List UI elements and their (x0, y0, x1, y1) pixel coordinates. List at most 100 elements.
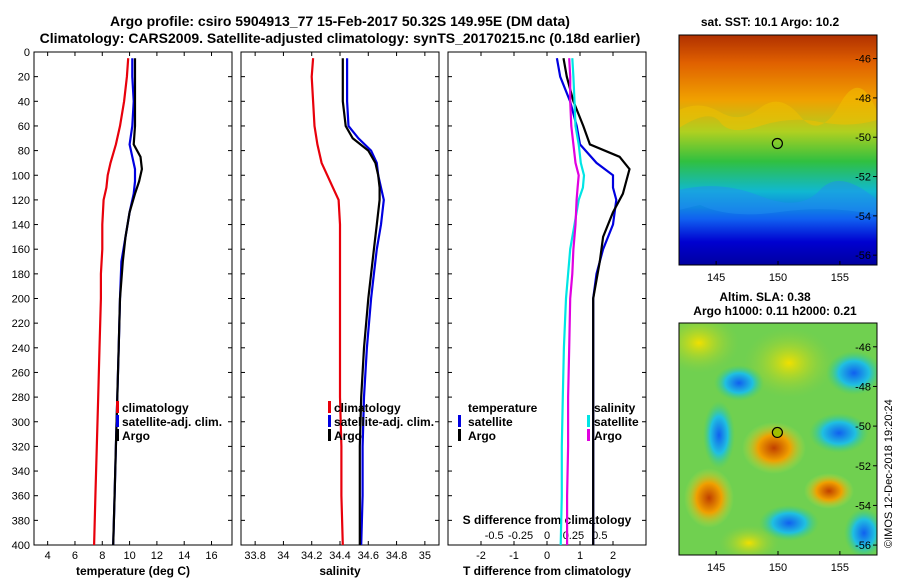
depth-tick-label: 380 (12, 515, 30, 527)
x-tick-label: 34 (277, 550, 289, 562)
map-y-tick-label: -50 (855, 132, 871, 144)
sla-argo-location-marker (771, 426, 783, 439)
temperature-line-argo (112, 58, 144, 546)
figure-title-line-1: Argo profile: csiro 5904913_77 15-Feb-20… (110, 13, 570, 29)
legend-s-satellite: satellite (594, 415, 639, 429)
salinity-x-label: salinity (319, 564, 361, 578)
depth-tick-label: 400 (12, 540, 30, 552)
x-tick-label: 2 (610, 550, 616, 562)
depth-tick-label: 20 (18, 72, 30, 84)
temperature-line-satellite-adj-clim- (112, 58, 137, 546)
depth-tick-label: 100 (12, 170, 30, 182)
depth-tick-label: 340 (12, 466, 30, 478)
depth-tick-label: 360 (12, 491, 30, 503)
legend-swatch-s-argo (587, 429, 590, 441)
sla-map-x-axis: 145 150 155 (707, 551, 849, 574)
legend-swatch-t-satellite (458, 415, 461, 427)
depth-tick-label: 120 (12, 195, 30, 207)
temperature-legend: climatology satellite-adj. clim. Argo (116, 401, 222, 443)
legend-argo: Argo (122, 429, 150, 443)
depth-tick-label: 200 (12, 294, 30, 306)
sla-blob (759, 505, 819, 541)
sla-map (678, 322, 878, 556)
difference-legend-left: temperature satellite Argo (458, 401, 538, 443)
difference-x-axis: -2 -1 0 1 2 (476, 52, 616, 562)
map-y-tick-label: -50 (855, 421, 871, 433)
x-tick-label: 0 (544, 530, 550, 542)
sst-map-x-axis: 145 150 155 (707, 261, 849, 284)
sla-blob (719, 525, 779, 555)
x-tick-label: 10 (123, 550, 135, 562)
x-tick-label: -0.5 (485, 530, 504, 542)
sla-blob (684, 468, 734, 528)
legend-climatology: climatology (334, 401, 401, 415)
salinity-difference-x-axis: -0.5 -0.25 0 0.25 0.5 (485, 530, 608, 542)
depth-tick-label: 320 (12, 441, 30, 453)
sla-map-title-line-2: Argo h1000: 0.11 h2000: 0.21 (693, 304, 857, 318)
sla-blob (703, 401, 735, 469)
map-y-tick-label: -46 (855, 342, 871, 354)
temperature-x-axis: 4 6 8 10 12 14 16 (45, 52, 218, 562)
sla-map-y-axis: -46 -48 -50 -52 -54 -56 (855, 342, 877, 552)
x-tick-label: 0 (544, 550, 550, 562)
map-y-tick-label: -54 (855, 500, 871, 512)
x-tick-label: -2 (476, 550, 486, 562)
salinity-line-argo (341, 58, 381, 545)
salinity-x-axis: 33.8 34 34.2 34.4 34.6 34.8 35 (244, 52, 431, 562)
depth-tick-label: 60 (18, 121, 30, 133)
x-tick-label: 1 (577, 550, 583, 562)
sst-map-field (679, 35, 877, 265)
depth-tick-label: 160 (12, 244, 30, 256)
depth-axis: 0 20 40 60 80 100 120 140 160 180 200 220 240 260 280 3… (12, 47, 646, 552)
depth-tick-label: 140 (12, 220, 30, 232)
x-tick-label: -1 (509, 550, 519, 562)
map-y-tick-label: -52 (855, 172, 871, 184)
depth-tick-label: 220 (12, 318, 30, 330)
depth-tick-label: 0 (24, 47, 30, 59)
x-tick-label: 34.8 (386, 550, 407, 562)
legend-swatch-climatology (116, 401, 119, 413)
x-tick-label: -0.25 (508, 530, 533, 542)
sla-blob (714, 365, 764, 401)
legend-swatch-satellite (116, 415, 119, 427)
x-tick-label: 0.25 (563, 530, 584, 542)
sst-cold-patch (679, 181, 877, 215)
x-tick-label: 4 (45, 550, 51, 562)
sla-blob (804, 473, 854, 509)
map-x-tick-label: 150 (769, 272, 787, 284)
figure-title-line-2: Climatology: CARS2009. Satellite-adjuste… (40, 30, 641, 46)
map-y-tick-label: -46 (855, 54, 871, 66)
x-tick-label: 34.6 (358, 550, 379, 562)
sla-map-title-line-1: Altim. SLA: 0.38 (719, 290, 811, 304)
x-tick-label: 35 (419, 550, 431, 562)
sst-map-y-axis: -46 -48 -50 -52 -54 -56 (855, 54, 877, 262)
legend-climatology: climatology (122, 401, 189, 415)
map-y-tick-label: -48 (855, 93, 871, 105)
depth-tick-label: 300 (12, 417, 30, 429)
depth-tick-label: 40 (18, 96, 30, 108)
credit-text: ©IMOS 12-Dec-2018 19:20:24 (883, 399, 895, 548)
temperature-x-label: temperature (deg C) (76, 564, 190, 578)
legend-argo: Argo (334, 429, 362, 443)
legend-satellite-adj: satellite-adj. clim. (122, 415, 222, 429)
difference-line-temperature-argo (562, 58, 631, 545)
legend-s-argo: Argo (594, 429, 622, 443)
profile-lines (93, 58, 631, 546)
x-tick-label: 0.5 (592, 530, 607, 542)
depth-tick-label: 180 (12, 269, 30, 281)
difference-x-label: T difference from climatology (463, 564, 631, 578)
sla-blob (744, 328, 834, 398)
map-x-tick-label: 150 (769, 562, 787, 574)
sst-front-patch (679, 87, 877, 131)
legend-swatch-satellite (328, 415, 331, 427)
sst-map-title: sat. SST: 10.1 Argo: 10.2 (701, 15, 840, 29)
legend-satellite-adj: satellite-adj. clim. (334, 415, 434, 429)
map-y-tick-label: -56 (855, 250, 871, 262)
sla-blob (826, 351, 877, 395)
difference-legend-right: salinity satellite Argo (587, 401, 639, 443)
map-x-tick-label: 145 (707, 272, 725, 284)
legend-t-satellite: satellite (468, 415, 513, 429)
depth-tick-label: 280 (12, 392, 30, 404)
sst-argo-location-marker (771, 137, 783, 150)
